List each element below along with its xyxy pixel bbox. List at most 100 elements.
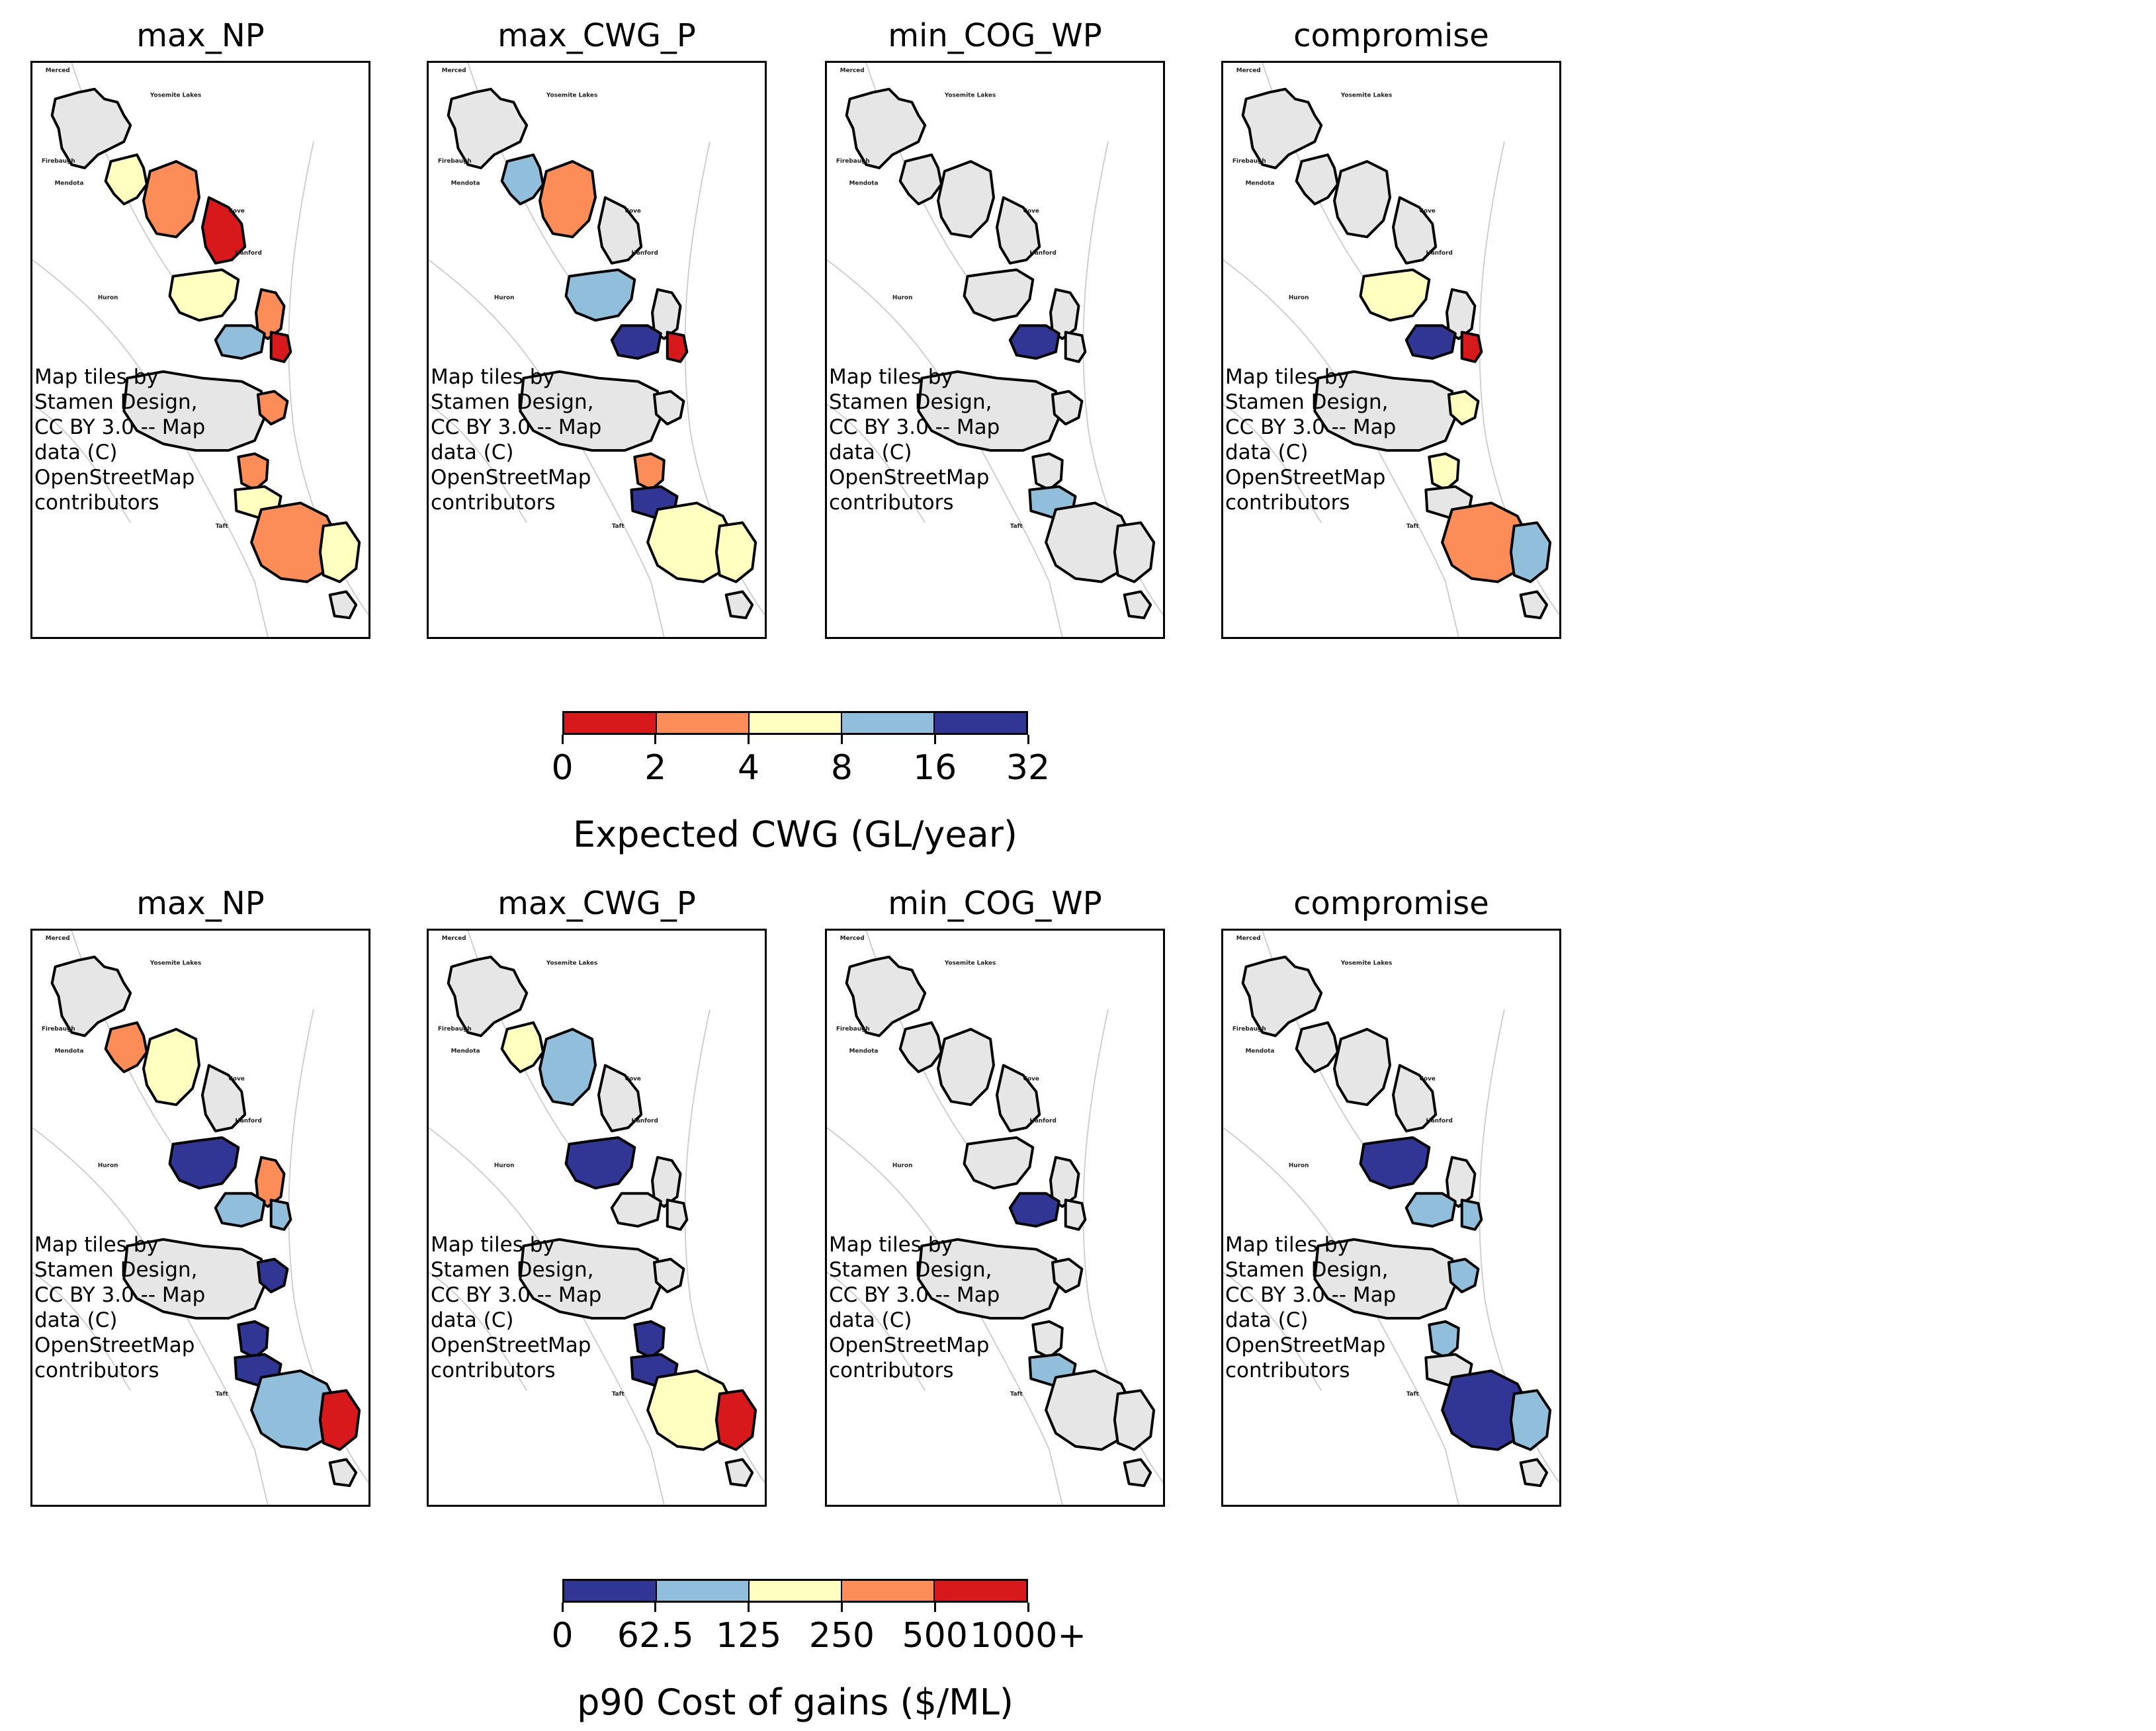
district-polygon — [1509, 521, 1552, 583]
colorbar-tickmark — [840, 735, 843, 744]
place-label: Merced — [46, 935, 70, 942]
place-label: Taft — [216, 523, 229, 530]
place-label: Hanford — [1029, 1118, 1056, 1124]
basemap-road — [1223, 1271, 1322, 1391]
place-label: Cove — [1023, 1076, 1039, 1082]
district-polygon — [500, 153, 544, 206]
district-polygon — [1447, 390, 1480, 426]
district-polygon — [1519, 590, 1549, 620]
district-polygon — [500, 1021, 544, 1074]
map-attribution: Map tiles by Stamen Design, CC BY 3.0 --… — [34, 365, 206, 515]
district-polygon — [237, 452, 269, 491]
district-polygon — [1404, 324, 1457, 360]
colorbar-tick-label: 1000+ — [970, 1616, 1086, 1656]
place-label: Merced — [46, 67, 70, 74]
place-label: Firebaugh — [1232, 1026, 1266, 1033]
place-label: Mendota — [849, 1048, 879, 1055]
district-polygon — [610, 1192, 662, 1228]
colorbar-segment — [935, 713, 1026, 733]
place-label: Cove — [1419, 1076, 1435, 1082]
place-label: Cove — [1023, 208, 1039, 214]
district-polygon — [142, 159, 200, 239]
panel-title: max_CWG_P — [497, 885, 696, 922]
district-polygon — [1333, 159, 1391, 239]
place-label: Huron — [494, 1163, 515, 1169]
district-polygon — [646, 1369, 738, 1451]
colorbar-tickmark — [933, 735, 936, 744]
colorbar-tick-label: 125 — [715, 1616, 782, 1656]
place-label: Cove — [228, 1076, 244, 1082]
district-polygon — [917, 370, 1060, 452]
place-label: Firebaugh — [438, 158, 472, 165]
map-panel: Merced Yosemite Lakes Firebaugh Mendota Cove… — [1221, 61, 1561, 639]
place-label: Yosemite Lakes — [546, 960, 597, 967]
district-polygon — [200, 1064, 247, 1132]
district-polygon — [1447, 1257, 1480, 1294]
place-label: Hanford — [631, 1118, 658, 1124]
colorbar — [562, 1579, 1028, 1603]
district-polygon — [250, 1369, 341, 1451]
place-label: Cove — [625, 1076, 640, 1082]
district-polygon — [104, 153, 148, 206]
district-polygon — [1123, 1458, 1152, 1488]
panel-title: max_NP — [136, 885, 265, 922]
district-polygon — [1509, 1389, 1552, 1451]
district-polygon — [447, 955, 529, 1037]
district-polygon — [1391, 196, 1438, 265]
district-polygon — [214, 1192, 266, 1228]
colorbar-tick-label: 0 — [551, 748, 574, 788]
district-polygon — [168, 268, 240, 322]
colorbar-tick-label: 62.5 — [617, 1616, 694, 1656]
district-polygon — [1441, 501, 1532, 583]
district-polygon — [963, 1136, 1035, 1190]
district-polygon — [1313, 1238, 1457, 1320]
colorbar-tick-label: 4 — [738, 748, 760, 788]
map-attribution: Map tiles by Stamen Design, CC BY 3.0 --… — [34, 1233, 206, 1382]
place-label: Firebaugh — [1232, 158, 1266, 165]
district-polygon — [1460, 331, 1483, 363]
place-label: Firebaugh — [836, 158, 870, 165]
district-polygon — [1391, 1064, 1438, 1132]
district-polygon — [652, 1257, 685, 1294]
district-polygon — [142, 1027, 200, 1107]
district-polygon — [237, 1320, 269, 1359]
colorbar-segment — [657, 1581, 750, 1601]
place-label: Taft — [1010, 523, 1023, 530]
place-label: Merced — [840, 935, 865, 942]
place-label: Yosemite Lakes — [944, 960, 996, 967]
colorbar-tick-label: 500 — [902, 1616, 968, 1656]
place-label: Merced — [442, 67, 466, 74]
map-canvas: Merced Yosemite Lakes Firebaugh Mendota Cove… — [1223, 63, 1559, 637]
panel-title: max_CWG_P — [497, 17, 696, 54]
place-label: Taft — [612, 523, 625, 530]
district-polygon — [666, 331, 689, 363]
place-label: Hanford — [1426, 250, 1452, 257]
place-label: Hanford — [1029, 250, 1056, 257]
colorbar-segment — [842, 713, 935, 733]
place-label: Merced — [840, 67, 865, 74]
district-polygon — [519, 370, 662, 452]
colorbar-tickmark — [1027, 1603, 1029, 1612]
colorbar-segment — [564, 1581, 657, 1601]
colorbar-tickmark — [748, 1603, 750, 1612]
district-polygon — [1051, 390, 1084, 426]
district-polygon — [1045, 501, 1136, 583]
map-panel: Merced Yosemite Lakes Firebaugh Mendota Cove… — [427, 929, 767, 1507]
colorbar-segment — [750, 713, 842, 733]
place-label: Mendota — [1246, 1048, 1275, 1055]
district-polygon — [447, 87, 529, 169]
place-label: Taft — [1406, 523, 1420, 530]
place-label: Mendota — [849, 181, 879, 187]
district-polygon — [1051, 1257, 1084, 1294]
place-label: Yosemite Lakes — [150, 960, 201, 967]
district-polygon — [50, 955, 132, 1037]
place-label: Mendota — [451, 181, 480, 187]
place-label: Hanford — [1426, 1118, 1452, 1124]
district-polygon — [168, 1136, 240, 1190]
place-label: Merced — [1236, 67, 1261, 74]
district-polygon — [1295, 153, 1339, 206]
map-canvas: Merced Yosemite Lakes Firebaugh Mendota Cove… — [32, 63, 368, 637]
place-label: Hanford — [631, 250, 658, 257]
map-panel: Merced Yosemite Lakes Firebaugh Mendota Cove… — [825, 929, 1165, 1507]
district-polygon — [328, 590, 358, 620]
